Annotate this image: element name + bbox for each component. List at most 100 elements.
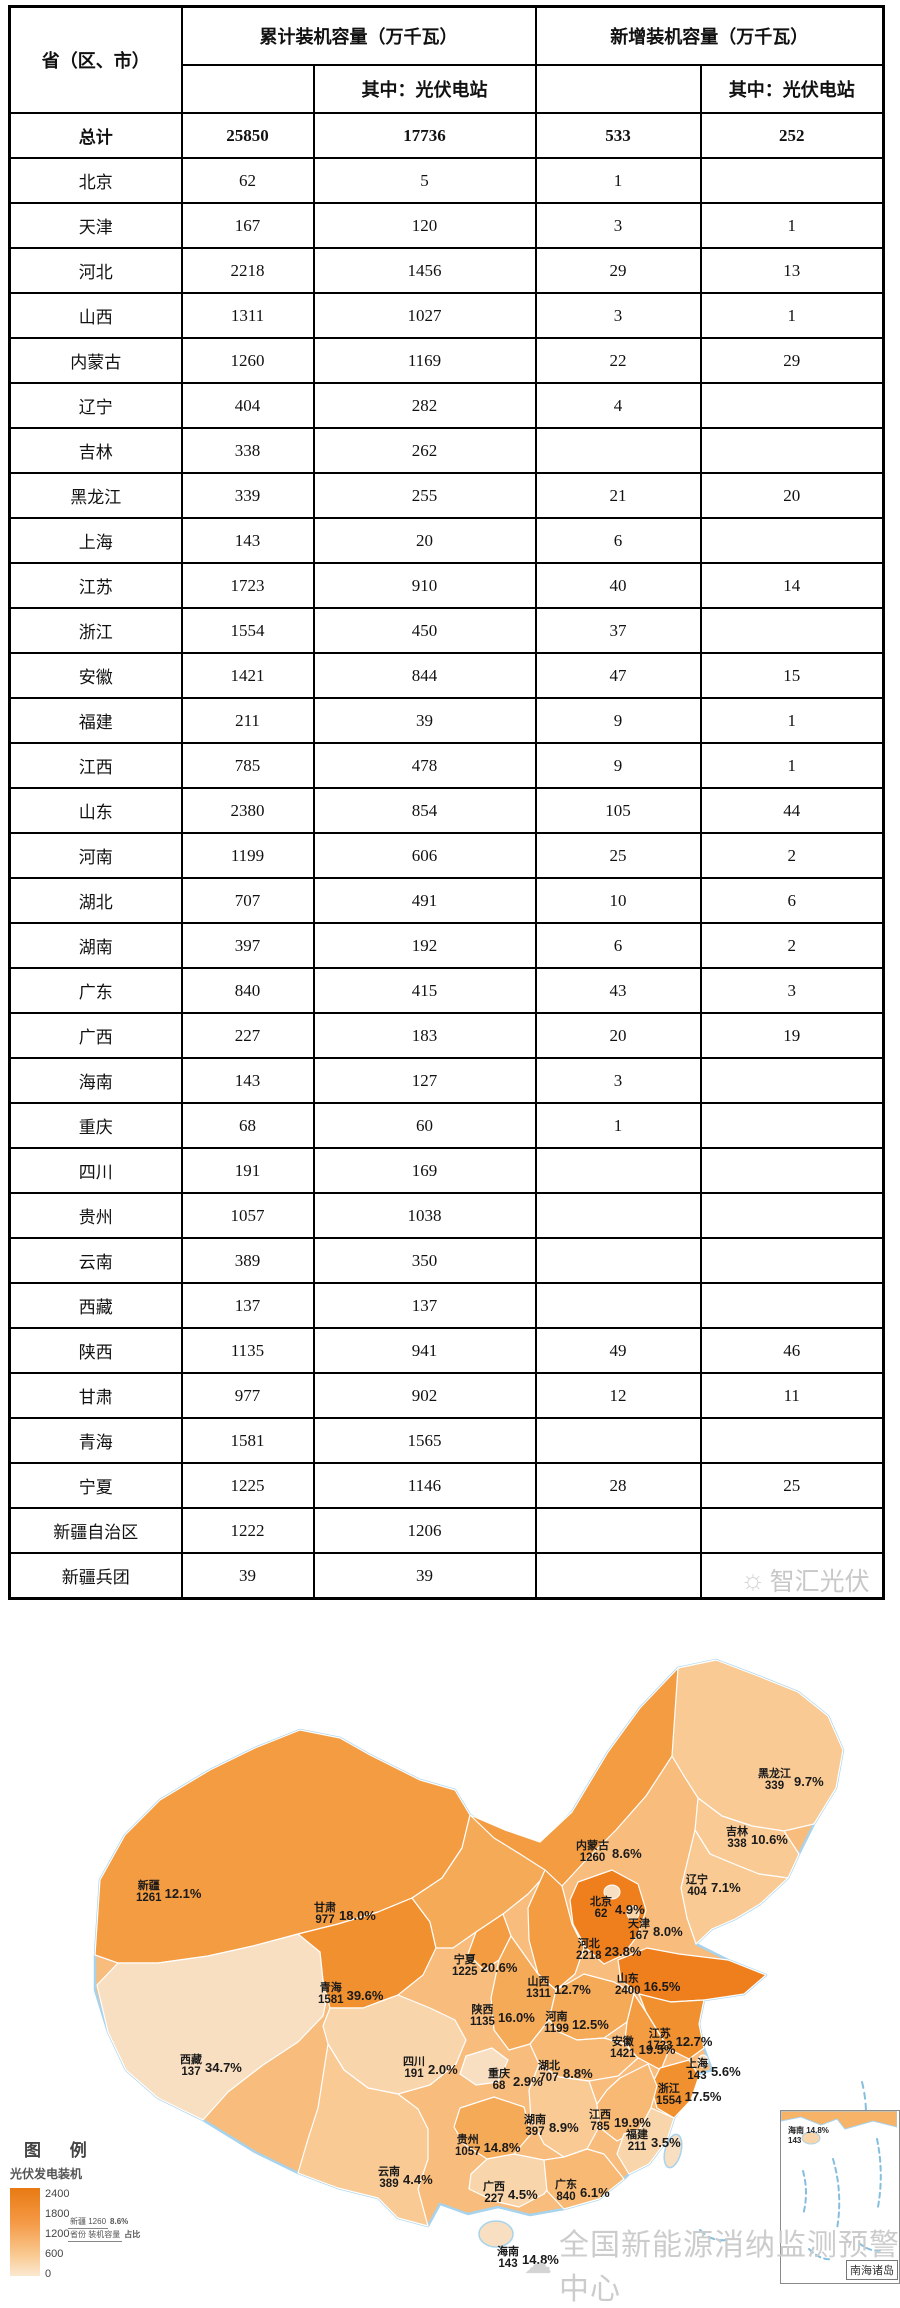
map-province-label: 重庆 68 2.9% [488, 2068, 543, 2093]
map-province-label: 浙江 1554 17.5% [656, 2083, 721, 2108]
table-row: 安徽 1421 844 47 15 [8, 652, 885, 699]
value-cell: 60 [312, 1102, 537, 1149]
map-province-label: 山东 2400 16.5% [615, 1973, 680, 1998]
header-cumulative-total [180, 64, 315, 114]
value-cell: 1 [699, 742, 885, 789]
value-cell: 29 [534, 247, 702, 294]
province-cell: 新疆兵团 [8, 1552, 183, 1600]
table-row: 陕西 1135 941 49 46 [8, 1327, 885, 1374]
map-province-label: 内蒙古 1260 8.6% [576, 1840, 642, 1865]
province-percent: 12.5% [571, 2017, 609, 2033]
value-cell [699, 1237, 885, 1284]
value-cell: 1311 [180, 292, 315, 339]
table-row: 重庆 68 60 1 [8, 1102, 885, 1149]
table-row: 广东 840 415 43 3 [8, 967, 885, 1014]
value-cell: 227 [180, 1012, 315, 1059]
value-cell [534, 1147, 702, 1194]
province-name: 上海 [686, 2058, 708, 2070]
map-province-label: 青海 1581 39.6% [318, 1982, 383, 2007]
value-cell [699, 1282, 885, 1329]
legend-sample: 新疆 1260 8.6% 省份 装机容量 占比 [68, 2216, 140, 2242]
table-row: 贵州 1057 1038 [8, 1192, 885, 1239]
province-percent: 2.0% [428, 2062, 458, 2078]
table-row: 天津 167 120 3 1 [8, 202, 885, 249]
capacity-table-wrap: 省（区、市） 累计装机容量（万千瓦） 新增装机容量（万千瓦） 其中：光伏电站 其… [8, 5, 885, 1600]
legend-tick: 2400 [45, 2188, 70, 2200]
header-cumulative-pv: 其中：光伏电站 [312, 64, 537, 114]
header-cumulative: 累计装机容量（万千瓦） [180, 5, 537, 66]
inset-hainan-percent: 14.8% [806, 2126, 829, 2135]
province-cell: 辽宁 [8, 382, 183, 429]
table-row: 福建 211 39 9 1 [8, 697, 885, 744]
value-cell: 1 [534, 157, 702, 204]
province-value: 404 [687, 1886, 707, 1899]
legend-title: 图 例 [24, 2141, 99, 2160]
province-name: 湖北 [538, 2060, 560, 2072]
province-shape [569, 1869, 647, 1965]
value-cell: 191 [180, 1147, 315, 1194]
table-header: 省（区、市） 累计装机容量（万千瓦） 新增装机容量（万千瓦） 其中：光伏电站 其… [8, 5, 885, 114]
value-cell: 941 [312, 1327, 537, 1374]
table-row: 云南 389 350 [8, 1237, 885, 1284]
province-cell: 陕西 [8, 1327, 183, 1374]
province-value: 62 [594, 1908, 608, 1921]
value-cell [699, 607, 885, 654]
value-cell: 6 [699, 877, 885, 924]
value-cell: 910 [312, 562, 537, 609]
table-row: 总计 25850 17736 533 252 [8, 112, 885, 159]
table-body: 总计 25850 17736 533 252 北京 62 5 1 天津 167 120 3 1 河北 2218… [8, 112, 885, 1600]
map-watermark: ☁ 全国新能源消纳监测预警中心 [524, 2220, 900, 2308]
value-cell: 6 [534, 922, 702, 969]
province-shape [490, 1935, 557, 2051]
province-name: 海南 [497, 2246, 519, 2258]
province-value: 338 [727, 1838, 747, 1851]
value-cell: 62 [180, 157, 315, 204]
value-cell: 1038 [312, 1192, 537, 1239]
value-cell: 1 [534, 1102, 702, 1149]
province-cell: 吉林 [8, 427, 183, 474]
value-cell: 25 [699, 1462, 885, 1509]
value-cell: 1260 [180, 337, 315, 384]
province-value: 1199 [544, 2023, 569, 2036]
province-shape [527, 1869, 585, 1991]
province-cell: 重庆 [8, 1102, 183, 1149]
table-watermark-text: 智汇光伏 [769, 1568, 870, 1596]
map-province-label: 甘肃 977 18.0% [314, 1902, 376, 1927]
table-watermark: ☼ 智汇光伏 [740, 1562, 870, 1598]
value-cell [534, 1507, 702, 1554]
value-cell: 338 [180, 427, 315, 474]
province-percent: 12.7% [675, 2034, 713, 2050]
value-cell: 68 [180, 1102, 315, 1149]
value-cell: 262 [312, 427, 537, 474]
province-cell: 宁夏 [8, 1462, 183, 1509]
table-row: 吉林 338 262 [8, 427, 885, 474]
value-cell: 1 [699, 292, 885, 339]
map-province-label: 北京 62 4.9% [590, 1896, 645, 1921]
province-cell: 江苏 [8, 562, 183, 609]
value-cell: 15 [699, 652, 885, 699]
province-cell: 浙江 [8, 607, 183, 654]
value-cell: 211 [180, 697, 315, 744]
province-shape [297, 2043, 429, 2227]
province-cell: 湖南 [8, 922, 183, 969]
province-cell: 福建 [8, 697, 183, 744]
value-cell: 478 [312, 742, 537, 789]
legend-caption-percent: 占比 [124, 2230, 141, 2239]
china-pv-map: 新疆 1261 12.1% 甘肃 977 18.0% 青海 1581 39.6% 西藏 137 34.… [0, 1630, 900, 2296]
province-percent: 14.8% [522, 2252, 559, 2268]
value-cell [534, 1417, 702, 1464]
province-value: 840 [556, 2191, 576, 2204]
province-cell: 总计 [8, 112, 183, 159]
province-name: 天津 [628, 1918, 650, 1930]
province-name: 河北 [577, 1938, 600, 1950]
value-cell: 1723 [180, 562, 315, 609]
province-cell: 贵州 [8, 1192, 183, 1239]
map-province-label: 吉林 338 10.6% [726, 1826, 788, 1851]
header-new-total [534, 64, 702, 114]
map-province-label: 天津 167 8.0% [628, 1918, 683, 1943]
province-name: 江苏 [648, 2028, 671, 2040]
legend-sample-province: 新疆 [70, 2217, 86, 2226]
value-cell: 1554 [180, 607, 315, 654]
china-map-svg [93, 1658, 867, 2248]
province-shape [680, 1829, 789, 1945]
